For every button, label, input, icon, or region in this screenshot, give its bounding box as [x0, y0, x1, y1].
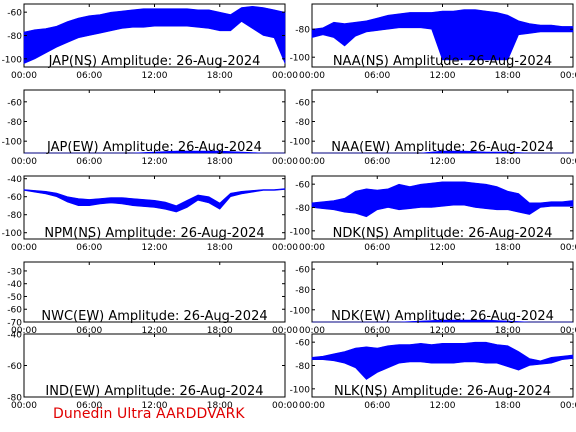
panel-1-ytick-label: -100 [2, 55, 23, 65]
panel-7-xtick-label: 00:00 [272, 326, 298, 336]
panel-1-xtick-label: 12:00 [142, 71, 168, 81]
panel-2-xtick-label: 18:00 [495, 71, 521, 81]
panel-5-ytick-label: -60 [7, 193, 22, 203]
panel-4-xtick-label: 00:00 [299, 157, 325, 167]
panel-5-xtick-label: 00:00 [272, 243, 298, 253]
panel-4-xtick-label: 18:00 [495, 157, 521, 167]
panel-9-ytick-label: -60 [7, 362, 22, 372]
panel-10-xtick-label: 00:00 [299, 401, 325, 411]
panel-1-ytick-label: -80 [7, 32, 22, 42]
panel-10-trace [311, 341, 574, 380]
panel-3-ytick-label: -80 [7, 118, 22, 128]
panel-8-xtick-label: 00:00 [560, 326, 576, 336]
panel-8-xtick-label: 12:00 [430, 326, 456, 336]
footer-label: Dunedin Ultra AARDDVARK [53, 406, 245, 422]
panel-1-ytick-label: -60 [7, 9, 22, 19]
panel-2-xtick-label: 00:00 [299, 71, 325, 81]
panel-5-xtick-label: 06:00 [76, 243, 102, 253]
panel-1-xtick-label: 00:00 [11, 71, 37, 81]
panel-2-ytick-label: -80 [295, 26, 310, 36]
panel-3-xtick-label: 00:00 [272, 157, 298, 167]
panel-9-ytick-label: -40 [7, 331, 22, 341]
panel-1-trace [23, 5, 286, 64]
panel-4-ytick-label: -100 [290, 138, 311, 148]
panel-9-xtick-label: 00:00 [11, 401, 37, 411]
panel-3-xtick-label: 00:00 [11, 157, 37, 167]
panel-3-ytick-label: -100 [2, 138, 23, 148]
panel-7-ytick-label: -60 [7, 306, 22, 316]
panel-4-ytick-label: -80 [295, 118, 310, 128]
panel-7-xtick-label: 06:00 [76, 326, 102, 336]
panel-4-xtick-label: 00:00 [560, 157, 576, 167]
panel-9-ytick-label: -80 [7, 394, 22, 404]
panel-4-ytick-label: -60 [295, 98, 310, 108]
panel-10-ytick-label: -100 [290, 385, 311, 395]
panel-6-xtick-label: 12:00 [430, 243, 456, 253]
panel-5-title: NPM(NS) Amplitude: 26-Aug-2024 [44, 226, 264, 241]
panel-5-xtick-label: 00:00 [11, 243, 37, 253]
panel-7-ytick-label: -70 [7, 319, 22, 329]
panel-7-ytick-label: -40 [7, 280, 22, 290]
panel-2-title: NAA(NS) Amplitude: 26-Aug-2024 [333, 54, 552, 69]
panel-5-trace [23, 188, 286, 213]
panel-9-xtick-label: 00:00 [272, 401, 298, 411]
panel-6-trace [311, 181, 574, 218]
panel-6-xtick-label: 00:00 [560, 243, 576, 253]
panel-6-ytick-label: -80 [295, 204, 310, 214]
panel-7-title: NWC(EW) Amplitude: 26-Aug-2024 [41, 309, 267, 324]
panel-5-ytick-label: -80 [7, 211, 22, 221]
panel-4-xtick-label: 12:00 [430, 157, 456, 167]
panel-1-xtick-label: 18:00 [207, 71, 233, 81]
panel-10-xtick-label: 12:00 [430, 401, 456, 411]
panel-7-ytick-label: -30 [7, 267, 22, 277]
panel-10-ytick-label: -60 [295, 339, 310, 349]
panel-2-ytick-label: -100 [290, 54, 311, 64]
panel-6-title: NDK(NS) Amplitude: 26-Aug-2024 [333, 226, 553, 241]
panel-8-xtick-label: 18:00 [495, 326, 521, 336]
panel-8-title: NDK(EW) Amplitude: 26-Aug-2024 [331, 309, 554, 324]
panel-6-xtick-label: 00:00 [299, 243, 325, 253]
panel-7-xtick-label: 00:00 [11, 326, 37, 336]
panel-7-xtick-label: 18:00 [207, 326, 233, 336]
panel-8-xtick-label: 00:00 [299, 326, 325, 336]
panel-8-ytick-label: -80 [295, 286, 310, 296]
panel-3-ytick-label: -60 [7, 98, 22, 108]
panel-10-title: NLK(NS) Amplitude: 26-Aug-2024 [334, 384, 551, 399]
panel-9-title: IND(EW) Amplitude: 26-Aug-2024 [45, 384, 263, 399]
panel-1-xtick-label: 00:00 [272, 71, 298, 81]
panel-3-xtick-label: 18:00 [207, 157, 233, 167]
panel-3-xtick-label: 06:00 [76, 157, 102, 167]
panel-10-ytick-label: -80 [295, 362, 310, 372]
panel-10-xtick-label: 00:00 [560, 401, 576, 411]
panel-4-title: NAA(EW) Amplitude: 26-Aug-2024 [331, 140, 553, 155]
panel-8-xtick-label: 06:00 [364, 326, 390, 336]
panel-5-ytick-label: -40 [7, 175, 22, 185]
panel-10-xtick-label: 18:00 [495, 401, 521, 411]
panel-5-xtick-label: 18:00 [207, 243, 233, 253]
panel-7-ytick-label: -50 [7, 293, 22, 303]
panel-8-ytick-label: -60 [295, 266, 310, 276]
panel-4-xtick-label: 06:00 [364, 157, 390, 167]
panel-8-ytick-label: -100 [290, 306, 311, 316]
panel-1-xtick-label: 06:00 [76, 71, 102, 81]
panel-6-xtick-label: 18:00 [495, 243, 521, 253]
panel-2-xtick-label: 06:00 [364, 71, 390, 81]
panel-9-xtick-label: 06:00 [76, 401, 102, 411]
panel-5-xtick-label: 12:00 [142, 243, 168, 253]
panel-2-trace [311, 9, 574, 61]
panel-2-xtick-label: 12:00 [430, 71, 456, 81]
panel-6-xtick-label: 06:00 [364, 243, 390, 253]
panel-2-xtick-label: 00:00 [560, 71, 576, 81]
panel-9-xtick-label: 18:00 [207, 401, 233, 411]
panel-5-ytick-label: -100 [2, 229, 23, 239]
panel-3-xtick-label: 12:00 [142, 157, 168, 167]
panel-3-title: JAP(EW) Amplitude: 26-Aug-2024 [46, 140, 262, 155]
panel-9-xtick-label: 12:00 [142, 401, 168, 411]
panel-10-xtick-label: 06:00 [364, 401, 390, 411]
panel-6-ytick-label: -60 [295, 181, 310, 191]
panel-1-title: JAP(NS) Amplitude: 26-Aug-2024 [48, 54, 261, 69]
panel-6-ytick-label: -100 [290, 227, 311, 237]
panel-7-xtick-label: 12:00 [142, 326, 168, 336]
